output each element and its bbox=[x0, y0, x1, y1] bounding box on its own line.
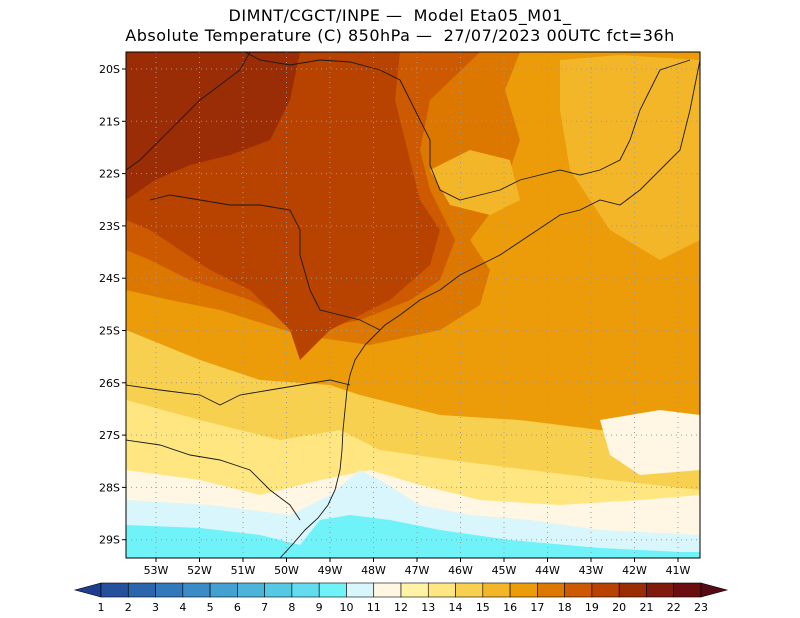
colorbar-label: 2 bbox=[125, 601, 132, 614]
longitude-axis: 53W 52W 51W 50W 49W 48W 47W 46W 45W 44W 43W 42W 41W bbox=[144, 558, 691, 577]
colorbar-swatch bbox=[509, 582, 538, 598]
colorbar-label: 18 bbox=[558, 601, 572, 614]
lat-label: 24S bbox=[99, 272, 120, 285]
lon-label: 46W bbox=[448, 564, 473, 577]
colorbar-swatch bbox=[209, 582, 238, 598]
state-border-sp bbox=[149, 194, 381, 331]
colorbar-swatch bbox=[127, 582, 156, 598]
colorbar-arrow-high bbox=[700, 582, 729, 598]
colorbar-swatch bbox=[373, 582, 402, 598]
lon-label: 41W bbox=[666, 564, 691, 577]
lat-label: 26S bbox=[99, 377, 120, 390]
colorbar-label: 10 bbox=[339, 601, 353, 614]
state-border-mg bbox=[244, 52, 691, 201]
colorbar-swatch bbox=[100, 582, 129, 598]
colorbar-label: 11 bbox=[367, 601, 381, 614]
lon-label: 45W bbox=[492, 564, 517, 577]
field-gold-patch bbox=[430, 150, 520, 215]
colorbar-swatch bbox=[182, 582, 211, 598]
colorbar-label: 19 bbox=[585, 601, 599, 614]
colorbar-swatch bbox=[618, 582, 647, 598]
colorbar-label: 3 bbox=[152, 601, 159, 614]
border-ms bbox=[126, 52, 251, 171]
field-cream-patch-east bbox=[600, 410, 700, 475]
colorbar-label: 4 bbox=[179, 601, 186, 614]
colorbar-swatch bbox=[318, 582, 347, 598]
lat-label: 28S bbox=[99, 481, 120, 494]
lon-label: 53W bbox=[144, 564, 169, 577]
colorbar-swatch bbox=[291, 582, 320, 598]
lon-label: 51W bbox=[231, 564, 256, 577]
colorbar-label: 12 bbox=[394, 601, 408, 614]
lat-label: 25S bbox=[99, 325, 120, 338]
state-border-sc-rs bbox=[126, 439, 301, 521]
colorbar-label: 9 bbox=[316, 601, 323, 614]
lon-label: 48W bbox=[361, 564, 386, 577]
state-border-pr-sc bbox=[126, 379, 351, 406]
lon-label: 52W bbox=[187, 564, 212, 577]
colorbar bbox=[73, 582, 729, 598]
plot-frame bbox=[125, 51, 701, 559]
colorbar-swatch bbox=[646, 582, 675, 598]
lat-label: 23S bbox=[99, 220, 120, 233]
colorbar-swatch bbox=[237, 582, 265, 598]
colorbar-swatch bbox=[427, 582, 456, 598]
colorbar-swatch bbox=[591, 582, 620, 598]
map-title-line2: Absolute Temperature (C) 850hPa — 27/07/… bbox=[125, 26, 675, 45]
lon-label: 47W bbox=[405, 564, 430, 577]
lat-label: 22S bbox=[99, 168, 120, 181]
colorbar-label: 15 bbox=[476, 601, 490, 614]
colorbar-label: 21 bbox=[639, 601, 653, 614]
colorbar-swatch bbox=[155, 582, 184, 598]
colorbar-swatch bbox=[264, 582, 293, 598]
colorbar-label: 1 bbox=[98, 601, 105, 614]
colorbar-label: 22 bbox=[667, 601, 681, 614]
map-title-line1: DIMNT/CGCT/INPE — Model Eta05_M01_ bbox=[228, 6, 572, 25]
colorbar-label: 6 bbox=[234, 601, 241, 614]
colorbar-label: 13 bbox=[421, 601, 435, 614]
colorbar-swatch bbox=[455, 582, 484, 598]
lon-label: 42W bbox=[622, 564, 647, 577]
colorbar-swatch bbox=[400, 582, 429, 598]
colorbar-label: 17 bbox=[530, 601, 544, 614]
lon-label: 43W bbox=[579, 564, 604, 577]
colorbar-swatch bbox=[564, 582, 593, 598]
coastlines-and-borders bbox=[126, 52, 700, 558]
colorbar-label: 16 bbox=[503, 601, 517, 614]
coastline bbox=[279, 59, 700, 558]
field-darkred-region bbox=[126, 52, 300, 200]
graticule bbox=[126, 52, 700, 558]
lat-label: 27S bbox=[99, 429, 120, 442]
lon-label: 44W bbox=[535, 564, 560, 577]
lat-label: 29S bbox=[99, 534, 120, 547]
colorbar-swatch bbox=[346, 582, 375, 598]
colorbar-swatch bbox=[482, 582, 511, 598]
lon-label: 49W bbox=[318, 564, 343, 577]
colorbar-label: 8 bbox=[288, 601, 295, 614]
colorbar-swatch bbox=[537, 582, 565, 598]
latitude-axis: 20S 21S 22S 23S 24S 25S 26S 27S 28S 29S bbox=[99, 63, 126, 547]
lat-label: 20S bbox=[99, 63, 120, 76]
field-cyan-region bbox=[126, 515, 700, 558]
field-palecyan-region bbox=[126, 470, 700, 558]
colorbar-label: 23 bbox=[694, 601, 708, 614]
lat-label: 21S bbox=[99, 115, 120, 128]
lon-label: 50W bbox=[274, 564, 299, 577]
colorbar-label: 5 bbox=[207, 601, 214, 614]
colorbar-label: 20 bbox=[612, 601, 626, 614]
colorbar-label: 14 bbox=[449, 601, 463, 614]
colorbar-labels: 1 2 3 4 5 6 7 8 9 10 11 12 13 14 15 16 17 18 19 20 21 22 23 bbox=[98, 601, 709, 614]
colorbar-arrow-low bbox=[73, 582, 102, 598]
colorbar-swatch bbox=[673, 582, 702, 598]
colorbar-label: 7 bbox=[261, 601, 268, 614]
field-gold-patch-east bbox=[560, 55, 700, 260]
